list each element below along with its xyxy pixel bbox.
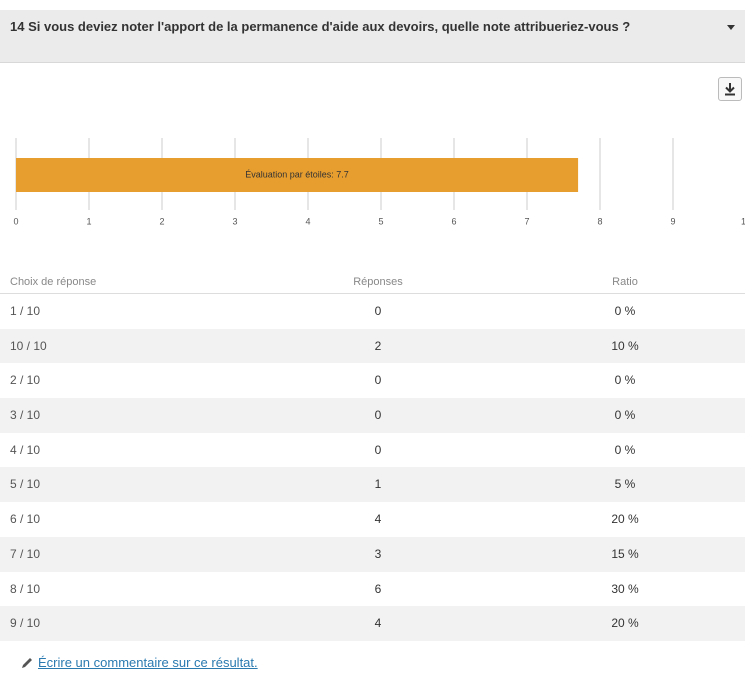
x-tick-label: 8 [597,216,602,226]
table-cell: 0 [374,304,382,318]
x-tick-label: 7 [524,216,529,226]
x-tick-label: 0 [13,216,18,226]
table-cell: 8 / 10 [10,581,41,596]
table-row: 1 / 10 0 0 % [0,294,745,329]
table-row: 10 / 10 2 10 % [0,328,745,364]
table-cell: 30 % [611,581,639,596]
table-cell: 0 [374,373,382,388]
table-header: Choix de réponse Réponses Ratio [0,272,745,294]
table-cell: 0 [374,442,382,457]
pencil-icon [22,658,32,668]
x-tick-label: 9 [670,216,675,226]
header-cell: Choix de réponse [10,276,97,288]
table-cell: 0 % [614,373,636,388]
question-header[interactable]: 14 Si vous deviez noter l'apport de la p… [0,10,745,63]
table-row: 7 / 10 3 15 % [0,536,745,572]
table-cell: 0 [374,408,382,423]
comment-link[interactable]: Écrire un commentaire sur ce résultat. [20,655,258,670]
table-cell: 4 / 10 [10,442,41,457]
table-cell: 5 / 10 [10,477,41,492]
table-cell: 3 [374,546,382,561]
table-cell: 0 % [614,442,636,457]
table-cell: 2 / 10 [10,373,41,388]
x-tick-label: 6 [451,216,456,226]
table-cell: 0 % [614,408,636,423]
download-button[interactable] [718,77,742,101]
download-icon [725,83,735,96]
table-cell: 10 / 10 [10,338,47,353]
table-row: 5 / 10 1 5 % [0,467,745,503]
table-cell: 1 / 10 [10,304,41,318]
question-text: 14 Si vous deviez noter l'apport de la p… [10,19,631,34]
x-tick-label: 4 [305,216,310,226]
table-cell: 10 % [611,338,639,353]
header-cell: Ratio [612,276,638,288]
table-row: 6 / 10 4 20 % [0,502,745,537]
table-cell: 2 [374,338,382,353]
table-cell: 20 % [611,512,639,527]
table-cell: 9 / 10 [10,616,41,631]
table-cell: 6 [374,581,382,596]
table-cell: 20 % [611,616,639,631]
table-row: 2 / 10 0 0 % [0,363,745,398]
header-cell: Réponses [353,276,403,288]
table-cell: 15 % [611,546,639,561]
table-cell: 1 [374,477,382,492]
table-cell: 5 % [614,477,636,492]
results-table: Choix de réponse Réponses Ratio 1 / 10 0 0 % 1… [0,272,745,641]
table-cell: 0 % [614,304,636,318]
chart: 0 1 2 3 4 5 6 7 8 9 10 Évaluation par étoiles: 7.7 [13,138,745,226]
table-row: 8 / 10 6 30 % [0,572,745,607]
table-cell: 6 / 10 [10,512,41,527]
table-cell: 4 [374,616,382,631]
table-row: 9 / 10 4 20 % [0,606,745,641]
table-row: 3 / 10 0 0 % [0,398,745,433]
table-row: 4 / 10 0 0 % [0,433,745,468]
table-cell: 7 / 10 [10,546,41,561]
bar-label: Évaluation par étoiles: 7.7 [245,169,349,179]
collapse-caret[interactable] [727,25,735,30]
x-tick-label: 3 [232,216,237,226]
x-tick-label: 1 [86,216,91,226]
table-cell: 4 [374,512,382,527]
x-tick-label: 10 [741,216,745,226]
x-tick-label: 5 [378,216,383,226]
comment-link-text[interactable]: Écrire un commentaire sur ce résultat. [38,655,258,670]
table-cell: 3 / 10 [10,408,41,423]
x-tick-label: 2 [159,216,164,226]
bar [16,158,579,192]
